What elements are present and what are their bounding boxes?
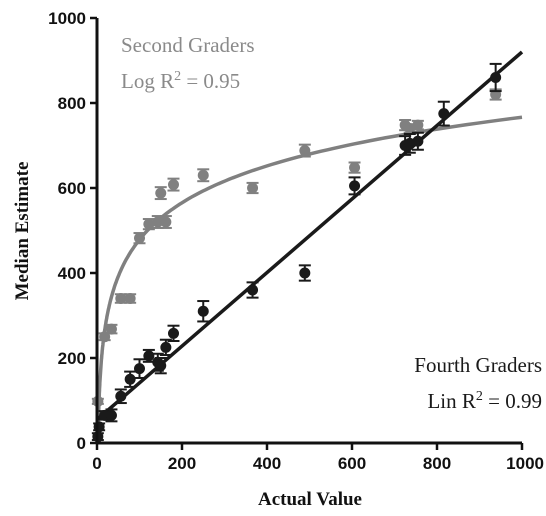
fourth-graders-marker xyxy=(160,341,172,353)
second-graders-point xyxy=(154,186,167,201)
second-graders-marker xyxy=(143,218,155,230)
fourth-graders-point xyxy=(114,388,127,405)
second-graders-marker xyxy=(349,162,361,174)
fourth-graders-marker xyxy=(105,409,117,421)
second-graders-marker xyxy=(299,145,311,157)
second-graders-marker xyxy=(160,216,172,228)
second-graders-marker xyxy=(134,232,145,244)
second-graders-marker xyxy=(412,119,424,131)
y-tick-label: 1000 xyxy=(48,9,86,28)
second-graders-marker xyxy=(168,179,179,191)
second-graders-point xyxy=(167,177,180,192)
second-graders-point xyxy=(124,293,137,304)
fourth-graders-point xyxy=(133,358,146,379)
fourth-graders-marker xyxy=(155,360,167,372)
fourth-graders-point xyxy=(437,100,450,127)
fourth-graders-point xyxy=(142,348,155,363)
fourth-graders-point xyxy=(348,176,361,196)
fourth-graders-marker xyxy=(197,305,209,317)
x-tick-label: 800 xyxy=(423,454,451,473)
fourth-graders-point xyxy=(154,357,167,375)
fourth-graders-marker xyxy=(490,72,502,83)
y-axis-title: Median Estimate xyxy=(12,162,33,301)
second-graders-fit-curve xyxy=(96,115,523,443)
x-tick-label: 400 xyxy=(253,454,281,473)
second-graders-marker xyxy=(115,293,127,304)
fourth-graders-point xyxy=(489,62,502,93)
second-graders-marker xyxy=(247,182,259,194)
second-graders-marker xyxy=(155,187,167,199)
second-graders-marker xyxy=(197,169,209,181)
fourth-fit-value: = 0.99 xyxy=(483,389,542,413)
axis-ticks: 0 200 400 600 800 1000 0 200 400 600 800 1000 xyxy=(48,9,544,473)
fourth-graders-point xyxy=(167,324,180,342)
fourth-fit-prefix: Lin R xyxy=(427,389,475,413)
fourth-graders-point xyxy=(246,281,259,299)
second-graders-point xyxy=(298,143,311,158)
fourth-graders-marker xyxy=(115,390,127,402)
second-graders-fit: Log R2 = 0.95 xyxy=(121,69,240,93)
fourth-graders-fit-line xyxy=(95,50,524,421)
second-graders-point xyxy=(105,323,118,335)
second-graders-point xyxy=(197,168,210,183)
fourth-graders-marker xyxy=(124,373,136,385)
y-tick-label: 800 xyxy=(58,94,86,113)
fourth-graders-point xyxy=(197,300,210,323)
second-graders-title: Second Graders xyxy=(121,33,255,57)
second-graders-marker xyxy=(105,323,117,335)
y-tick-label: 600 xyxy=(58,179,86,198)
second-graders-marker xyxy=(124,293,136,304)
fourth-graders-point xyxy=(411,131,424,151)
fourth-graders-marker xyxy=(438,108,450,120)
fourth-graders-marker xyxy=(349,180,361,192)
fourth-graders-point xyxy=(124,370,137,388)
fourth-graders-fit: Lin R2 = 0.99 xyxy=(427,389,542,413)
fourth-graders-marker xyxy=(247,284,259,296)
fourth-graders-marker xyxy=(134,363,145,375)
x-tick-label: 200 xyxy=(168,454,196,473)
fourth-fit-sup: 2 xyxy=(476,389,483,404)
second-graders-point xyxy=(411,119,424,131)
fourth-graders-point xyxy=(105,408,118,423)
x-tick-label: 1000 xyxy=(506,454,544,473)
second-fit-value: = 0.95 xyxy=(181,69,240,93)
second-fit-prefix: Log R xyxy=(121,69,174,93)
y-tick-label: 0 xyxy=(77,434,86,453)
y-tick-label: 400 xyxy=(58,264,86,283)
second-fit-sup: 2 xyxy=(174,69,181,84)
fourth-graders-marker xyxy=(412,135,424,147)
fourth-graders-marker xyxy=(299,267,311,279)
fourth-graders-marker xyxy=(168,327,179,339)
fit-lines xyxy=(95,50,524,443)
fourth-graders-marker xyxy=(143,350,155,362)
data-marks xyxy=(91,62,502,443)
fourth-graders-point xyxy=(159,338,172,357)
second-graders-point xyxy=(133,232,146,245)
second-graders-point xyxy=(159,215,172,229)
x-tick-label: 600 xyxy=(338,454,366,473)
fourth-graders-point xyxy=(93,421,106,433)
fourth-graders-point xyxy=(298,264,311,282)
second-graders-point xyxy=(348,161,361,174)
y-tick-label: 200 xyxy=(58,349,86,368)
fourth-graders-marker xyxy=(93,421,105,433)
x-tick-label: 0 xyxy=(92,454,101,473)
x-axis-title: Actual Value xyxy=(258,489,362,510)
second-graders-point xyxy=(142,218,155,231)
fourth-graders-title: Fourth Graders xyxy=(414,353,542,377)
second-graders-marker xyxy=(152,216,164,228)
second-graders-point xyxy=(246,181,259,195)
